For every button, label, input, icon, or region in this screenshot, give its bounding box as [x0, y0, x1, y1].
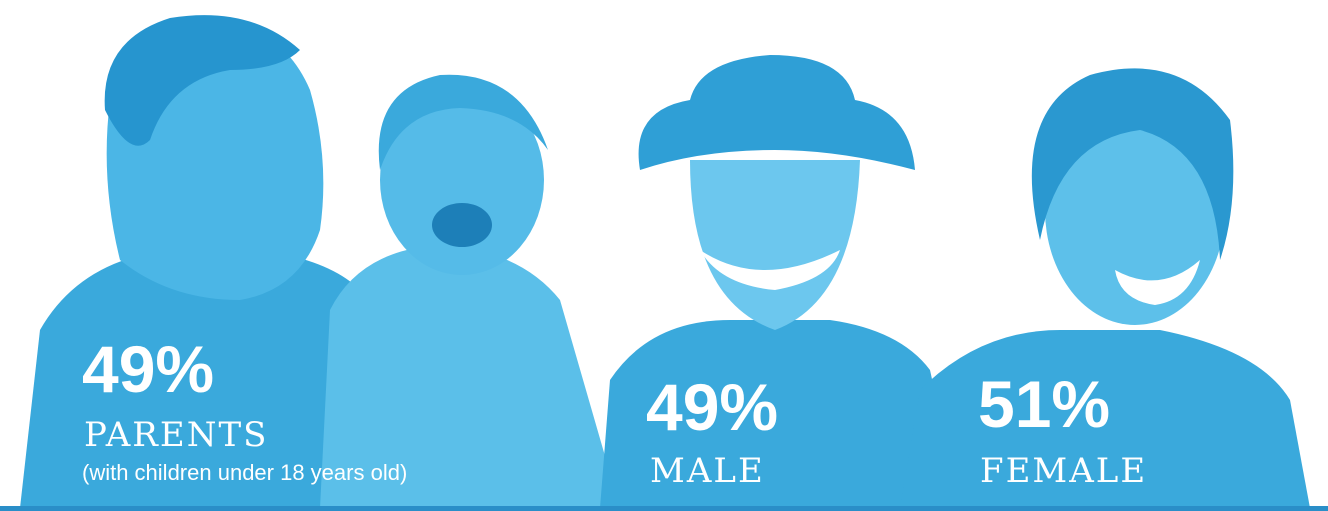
stat-value: 51%	[978, 367, 1110, 441]
stat-value: 49%	[82, 332, 214, 406]
stat-note: (with children under 18 years old)	[82, 460, 407, 485]
photo-figures	[20, 15, 1310, 508]
stat-value: 49%	[646, 370, 778, 444]
stat-label: PARENTS	[84, 415, 268, 455]
stat-label: MALE	[650, 451, 765, 491]
stat-label: FEMALE	[980, 451, 1147, 491]
bottom-border	[0, 506, 1328, 511]
